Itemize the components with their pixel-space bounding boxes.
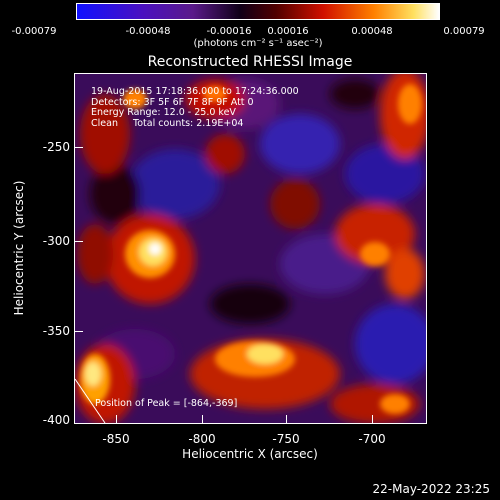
x-tick-mark: [202, 415, 203, 423]
detectors: Detectors: 3F 5F 6F 7F 8F 9F Att 0: [91, 96, 254, 108]
observation-annotation: 19-Aug-2015 17:18:36.000 to 17:24:36.000…: [91, 86, 299, 129]
colorbar-tick-label: 0.00079: [443, 26, 485, 37]
rhessi-image: [75, 74, 426, 423]
colorbar-tick-label: 0.00016: [267, 26, 309, 37]
y-tick-label: -250: [42, 140, 70, 154]
colorbar-tick-label: -0.00048: [125, 26, 171, 37]
y-tick-mark: [75, 241, 83, 242]
x-tick-label: -750: [272, 432, 300, 446]
x-tick-label: -800: [188, 432, 216, 446]
y-tick-mark: [75, 331, 83, 332]
colorbar-gradient: [77, 4, 439, 19]
colorbar: [76, 3, 440, 20]
x-tick-mark: [372, 415, 373, 423]
method-counts: Clean Total counts: 2.19E+04: [91, 117, 244, 129]
colorbar-tick-label: -0.00079: [11, 26, 57, 37]
time-range: 19-Aug-2015 17:18:36.000 to 17:24:36.000: [91, 86, 299, 97]
y-tick-label: -400: [42, 413, 70, 427]
generation-date: 22-May-2022 23:25: [372, 482, 490, 496]
plot-title: Reconstructed RHESSI Image: [147, 54, 353, 70]
x-tick-label: -700: [358, 432, 386, 446]
y-tick-label: -300: [42, 234, 70, 248]
x-axis-label: Heliocentric X (arcsec): [182, 447, 318, 461]
y-axis-label: Heliocentric Y (arcsec): [12, 180, 26, 316]
x-tick-label: -850: [102, 432, 130, 446]
peak-position: Position of Peak = [-864,-369]: [95, 398, 238, 409]
y-tick-label: -350: [42, 324, 70, 338]
peak-pointer-line: [75, 378, 106, 423]
y-tick-mark: [75, 147, 83, 148]
colorbar-unit: (photons cm⁻² s⁻¹ asec⁻²): [193, 38, 323, 49]
image-plot: 19-Aug-2015 17:18:36.000 to 17:24:36.000…: [74, 73, 427, 424]
energy-range: Energy Range: 12.0 - 25.0 keV: [91, 107, 236, 118]
colorbar-tick-label: 0.00048: [351, 26, 393, 37]
colorbar-tick-label: -0.00016: [206, 26, 252, 37]
x-tick-mark: [116, 415, 117, 423]
x-tick-mark: [286, 415, 287, 423]
